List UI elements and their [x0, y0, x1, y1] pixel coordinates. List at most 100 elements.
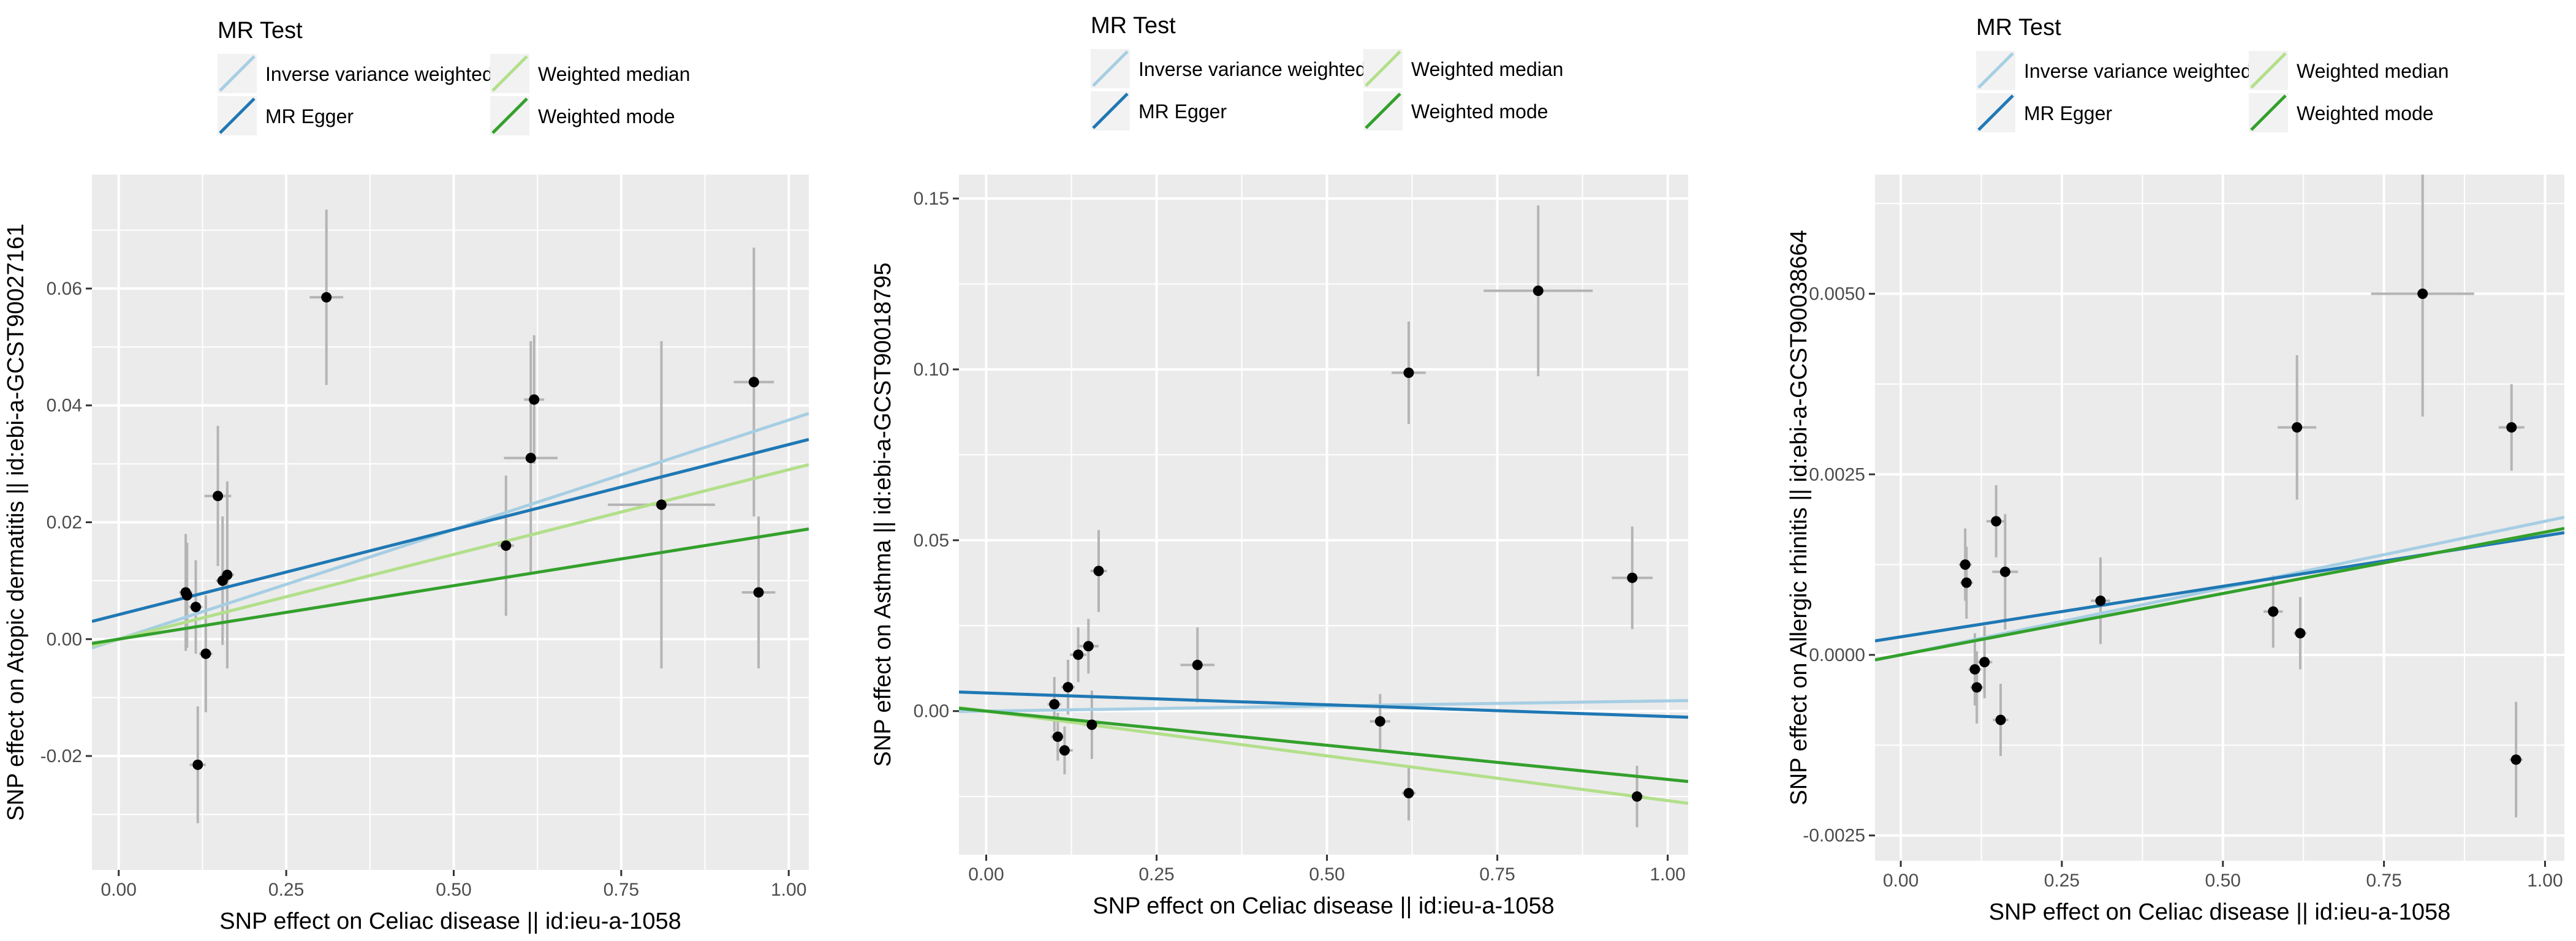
data-point — [1532, 285, 1544, 297]
data-point — [2417, 289, 2428, 300]
regression-line-weighted-mode — [1875, 527, 2564, 662]
legend-title: MR Test — [218, 18, 303, 43]
y-tick-label: 0.00 — [47, 629, 82, 649]
x-tick-label: 0.50 — [436, 880, 471, 900]
legend-key-weighted-mode — [1363, 91, 1403, 130]
x-axis-title: SNP effect on Celiac disease || id:ieu-a… — [219, 909, 681, 934]
data-layer — [1875, 175, 2564, 818]
data-point — [1052, 731, 1063, 743]
legend-label-mr-egger: MR Egger — [2024, 102, 2112, 124]
data-point — [1971, 682, 1982, 693]
y-tick-label: 0.02 — [47, 513, 82, 533]
regression-line-weighted-mode — [959, 706, 1688, 784]
data-point — [1632, 791, 1643, 802]
legend-key-weighted-median — [490, 54, 529, 93]
data-point — [2095, 595, 2106, 607]
legend-key-inverse-variance-weighted — [1976, 51, 2015, 90]
data-point — [2510, 754, 2521, 765]
legend-key-line — [491, 97, 528, 134]
plot-panel-background — [959, 175, 1688, 855]
data-point — [1049, 699, 1060, 710]
data-point — [1627, 572, 1638, 583]
regression-line-weighted-median — [92, 463, 809, 648]
legend-label-inverse-variance-weighted: Inverse variance weighted — [265, 63, 493, 85]
data-point — [2295, 628, 2306, 639]
data-point — [1073, 649, 1084, 660]
regression-line-weighted-mode — [92, 527, 809, 645]
y-tick-label: 0.15 — [914, 189, 949, 209]
y-tick-label: -0.0025 — [1803, 826, 1865, 846]
regression-line-mr-egger — [92, 437, 809, 623]
x-tick-label: 0.75 — [604, 880, 639, 900]
data-point — [1374, 716, 1385, 727]
legend-key-mr-egger — [1091, 91, 1130, 130]
x-tick-label: 0.00 — [968, 864, 1004, 885]
x-tick-label: 0.25 — [268, 880, 304, 900]
data-point — [1086, 719, 1097, 730]
x-tick-label: 0.50 — [2205, 871, 2241, 891]
data-point — [1961, 577, 1972, 588]
legend-key-inverse-variance-weighted — [1091, 49, 1130, 88]
data-point — [525, 453, 536, 464]
legend-key-mr-egger — [218, 96, 257, 135]
chart-panel-1: MR Test Inverse variance weighted MR Egger… — [3, 18, 809, 934]
data-point — [1093, 565, 1104, 576]
x-tick-label: 0.00 — [1883, 871, 1919, 891]
y-axis-title: SNP effect on Allergic rhinitis || id:eb… — [1786, 230, 1812, 805]
data-point — [1991, 516, 2002, 527]
legend-label-weighted-mode: Weighted mode — [538, 105, 675, 127]
y-tick-label: 0.0025 — [1809, 464, 1865, 485]
legend-key-weighted-median — [2249, 51, 2288, 90]
y-tick-label: -0.02 — [40, 746, 82, 766]
x-tick-label: 0.50 — [1309, 864, 1344, 885]
y-axis-title: SNP effect on Asthma || id:ebi-a-GCST900… — [870, 262, 896, 766]
data-point — [656, 499, 667, 510]
y-tick-label: 0.10 — [914, 360, 949, 380]
legend-key-weighted-mode — [2249, 93, 2288, 132]
legend-label-inverse-variance-weighted: Inverse variance weighted — [1138, 58, 1366, 80]
legend: MR Test Inverse variance weighted MR Egger… — [1976, 15, 2449, 132]
data-layer — [92, 210, 809, 823]
x-tick-label: 1.00 — [771, 880, 806, 900]
legend-key-line — [1092, 50, 1129, 87]
data-point — [1969, 664, 1980, 675]
x-tick-label: 1.00 — [1650, 864, 1685, 885]
legend-key-line — [1365, 50, 1401, 87]
data-point — [1979, 657, 1990, 668]
legend-key-weighted-median — [1363, 49, 1403, 88]
legend-key-line — [2250, 94, 2287, 131]
data-point — [222, 569, 233, 580]
chart-panel-2: MR Test Inverse variance weighted MR Egger… — [870, 13, 1688, 919]
x-tick-label: 0.25 — [2044, 871, 2080, 891]
legend-key-line — [1365, 93, 1401, 129]
data-point — [1063, 682, 1074, 693]
y-tick-label: 0.00 — [914, 701, 949, 722]
plot-panel-background — [1875, 175, 2564, 861]
data-point — [1403, 788, 1414, 799]
y-tick-label: 0.0050 — [1809, 284, 1865, 304]
legend-key-line — [1977, 52, 2014, 89]
legend-label-weighted-median: Weighted median — [538, 63, 690, 85]
legend-title: MR Test — [1976, 15, 2061, 40]
legend-label-weighted-median: Weighted median — [2297, 60, 2449, 82]
legend-key-line — [2250, 52, 2287, 89]
legend-label-weighted-median: Weighted median — [1411, 58, 1563, 80]
data-layer — [959, 205, 1688, 828]
data-point — [1192, 659, 1203, 670]
x-tick-label: 0.25 — [1138, 864, 1174, 885]
x-tick-label: 0.00 — [101, 880, 137, 900]
regression-line-mr-egger — [959, 690, 1688, 719]
x-tick-label: 0.75 — [2366, 871, 2401, 891]
y-tick-label: 0.0000 — [1809, 645, 1865, 665]
legend-key-line — [491, 55, 528, 92]
data-point — [1960, 559, 1971, 570]
legend-key-weighted-mode — [490, 96, 529, 135]
legend-title: MR Test — [1091, 13, 1176, 39]
data-point — [2506, 422, 2517, 433]
data-point — [753, 587, 764, 598]
data-point — [213, 491, 224, 502]
x-tick-label: 0.75 — [1479, 864, 1515, 885]
legend-key-inverse-variance-weighted — [218, 54, 257, 93]
legend: MR Test Inverse variance weighted MR Egger… — [218, 18, 690, 135]
data-point — [1083, 641, 1094, 652]
